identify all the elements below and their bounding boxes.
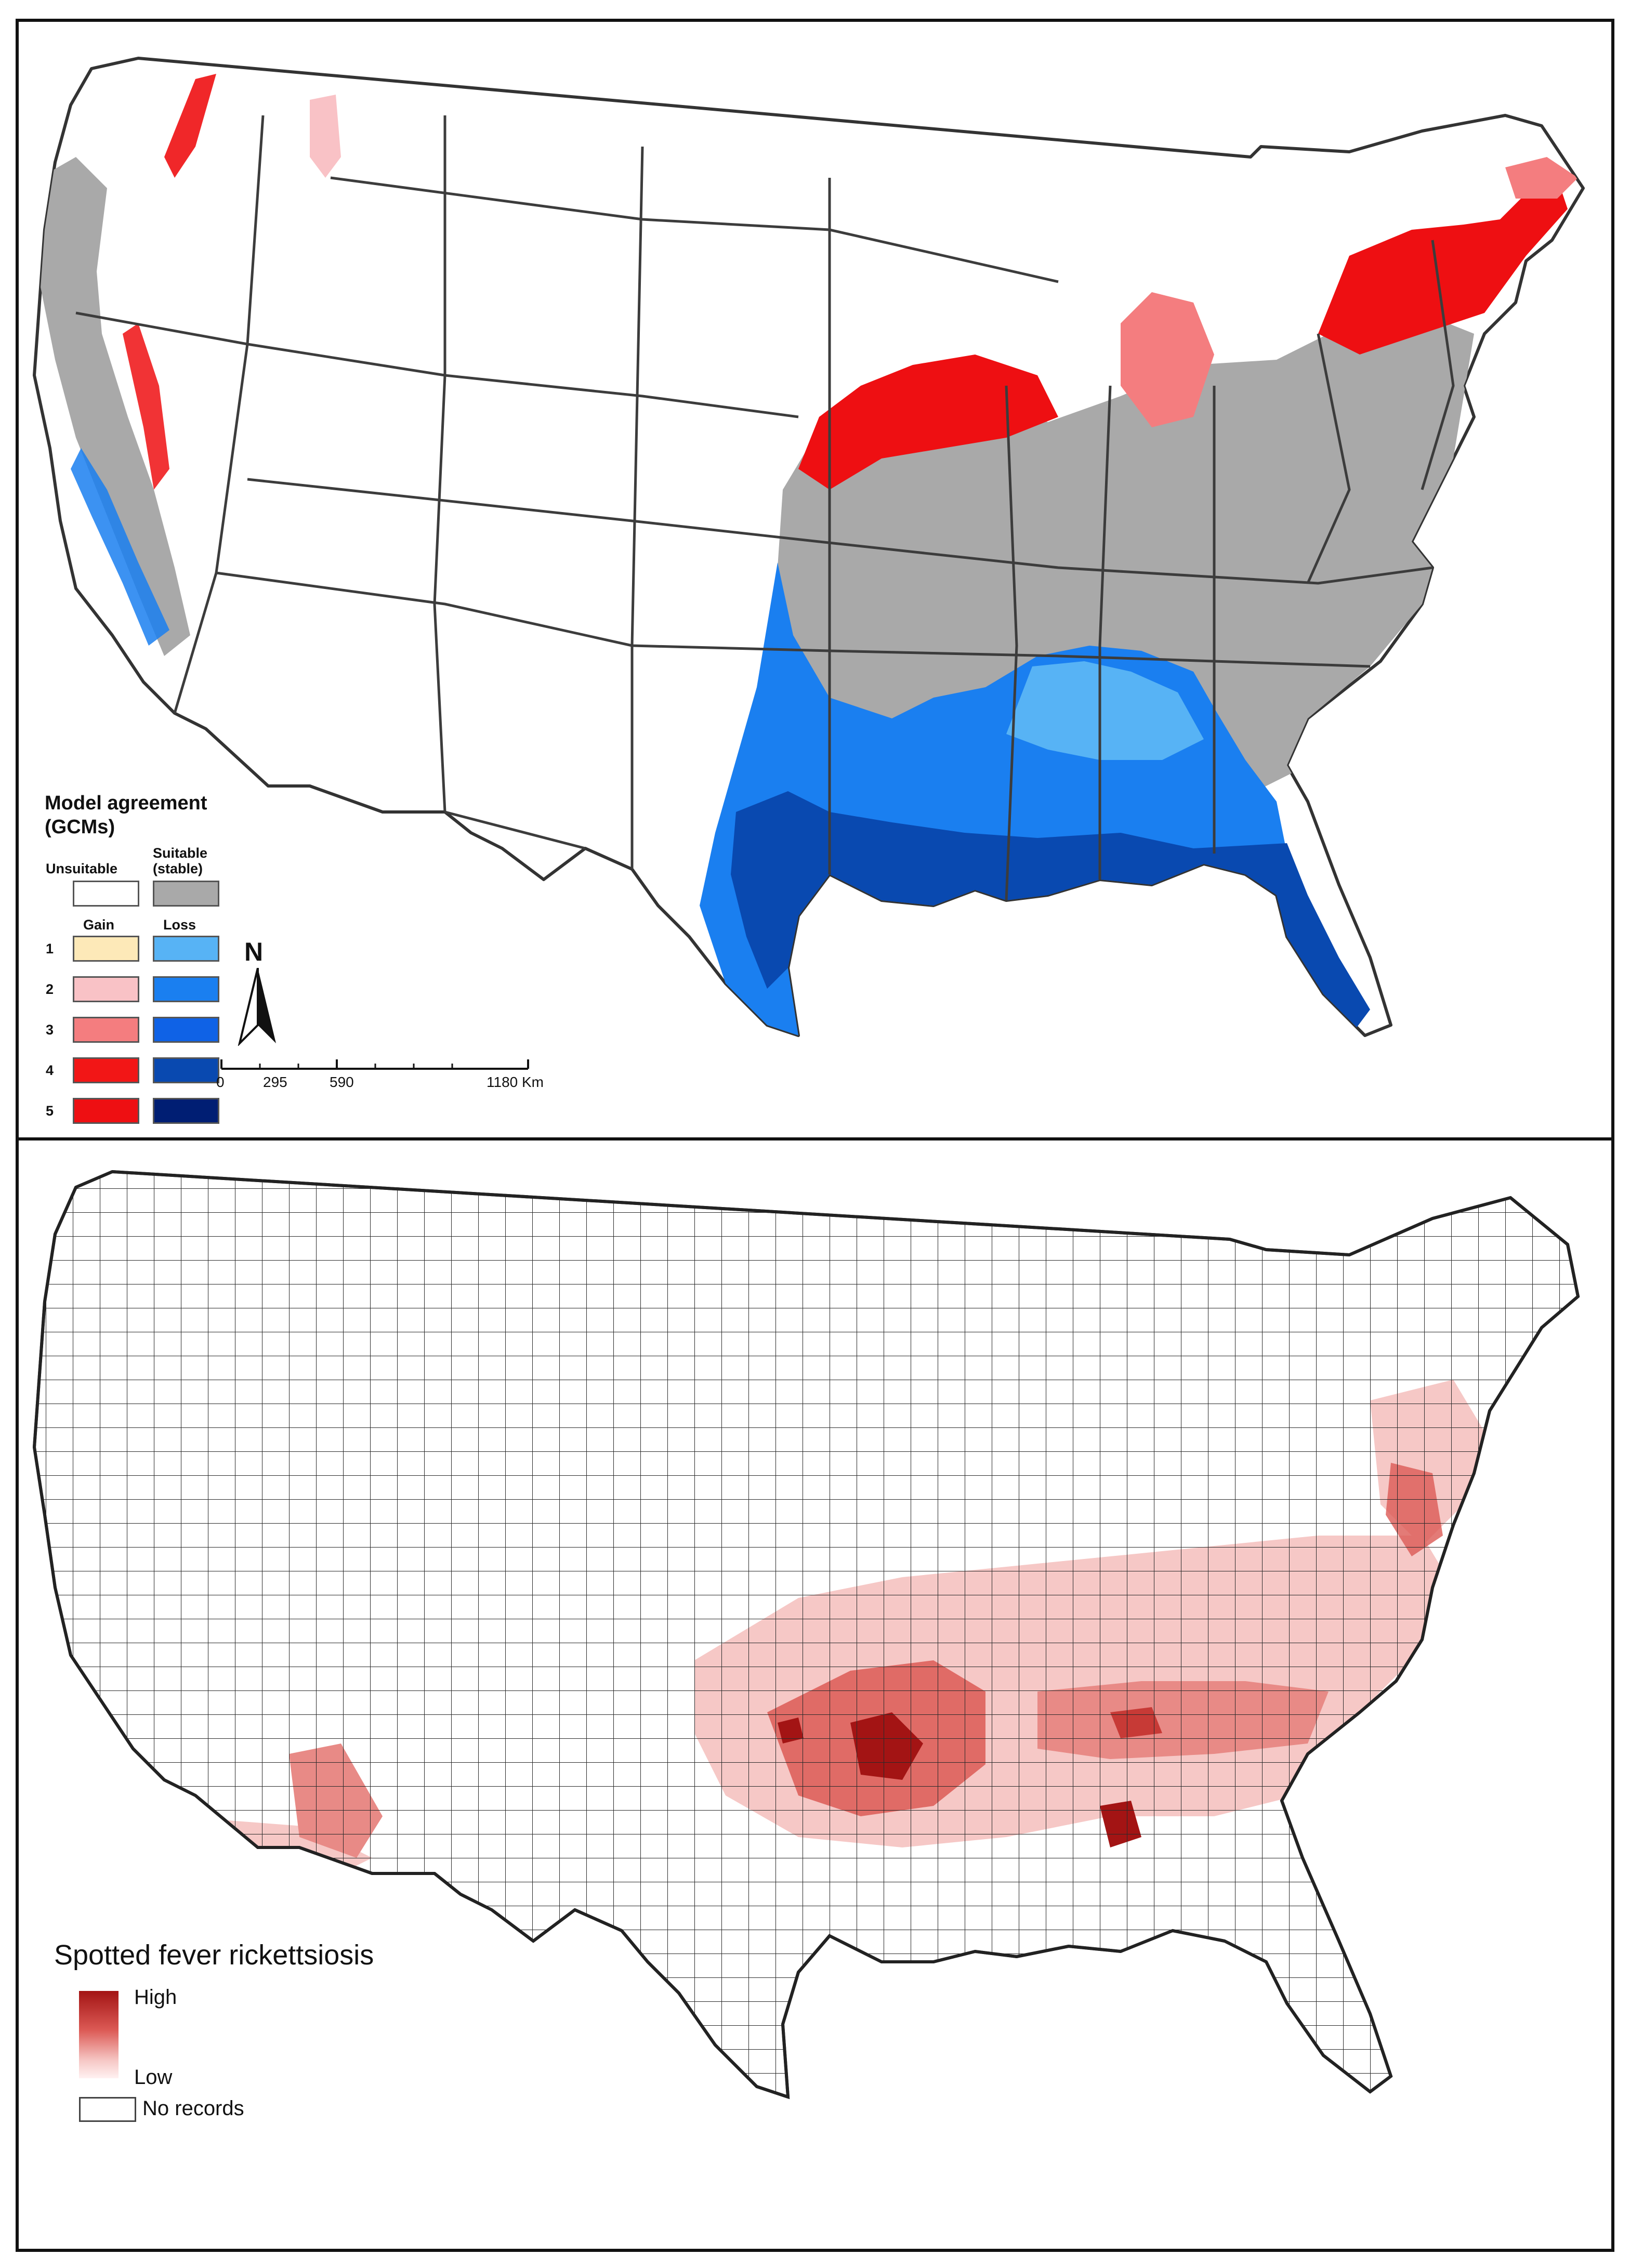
suitable-stable-west: [40, 157, 190, 656]
swatch-unsuitable: [73, 881, 139, 907]
swatch-suitable: [153, 881, 219, 907]
legend-row-number: 2: [46, 981, 54, 997]
scale-tick-1180: 1180 Km: [487, 1074, 544, 1090]
scale-tick-590: 590: [330, 1074, 354, 1090]
legend-suitable-label-2: (stable): [153, 861, 203, 876]
legend-row-number: 4: [46, 1063, 54, 1078]
suitability-map: [19, 22, 1611, 1137]
legend-subtitle: (GCMs): [45, 816, 115, 838]
gain-cascades: [164, 74, 216, 178]
incidence-color-ramp: [79, 1991, 119, 2078]
swatch-gain-4: [73, 1057, 139, 1083]
swatch-loss-3: [153, 1017, 219, 1043]
swatch-loss-5: [153, 1098, 219, 1124]
legend-no-records-label: No records: [142, 2097, 244, 2120]
climate-suitability-map-panel: Model agreement (GCMs) Suitable (stable)…: [16, 19, 1614, 1140]
legend-gain-label: Gain: [83, 917, 115, 933]
gain-michigan: [1121, 292, 1214, 427]
scale-bar: [220, 1059, 529, 1070]
gain-sierra: [123, 323, 169, 490]
legend-row-number: 1: [46, 941, 54, 956]
state-boundaries: [75, 115, 1455, 901]
loss-west-coast: [71, 448, 169, 646]
swatch-gain-5: [73, 1098, 139, 1124]
rickettsiosis-map: [19, 1140, 1611, 2249]
north-arrow-label: N: [244, 937, 264, 966]
swatch-loss-4: [153, 1057, 219, 1083]
swatch-gain-3: [73, 1017, 139, 1043]
legend-unsuitable-label: Unsuitable: [46, 861, 118, 876]
legend-high-label: High: [134, 1986, 177, 2009]
legend-row-number: 5: [46, 1103, 54, 1119]
gain-upper-midwest: [798, 355, 1058, 490]
scale-tick-0: 0: [216, 1074, 225, 1090]
swatch-loss-1: [153, 936, 219, 962]
loss-south-light: [1006, 661, 1204, 760]
legend-row-number: 3: [46, 1022, 54, 1038]
legend-title-spotted-fever: Spotted fever rickettsiosis: [54, 1939, 374, 1971]
swatch-loss-2: [153, 976, 219, 1002]
legend-title: Model agreement: [45, 792, 207, 814]
legend-low-label: Low: [134, 2066, 173, 2089]
swatch-no-records: [79, 2097, 136, 2122]
rickettsiosis-map-panel: Spotted fever rickettsiosis High Low No …: [16, 1137, 1614, 2252]
gain-maine: [1505, 157, 1578, 199]
swatch-gain-2: [73, 976, 139, 1002]
suitability-layer: [40, 74, 1578, 1035]
legend-loss-label: Loss: [163, 917, 196, 933]
loss-gulf-dark: [731, 791, 1370, 1030]
incidence-layer: [34, 1172, 1578, 2097]
swatch-gain-1: [73, 936, 139, 962]
county-boundaries: [34, 1172, 1578, 2097]
north-arrow-icon: [238, 968, 276, 1046]
legend-suitable-label-1: Suitable: [153, 845, 208, 861]
gain-northeast: [1318, 178, 1568, 355]
gain-idaho: [310, 95, 341, 178]
scale-tick-295: 295: [263, 1074, 287, 1090]
